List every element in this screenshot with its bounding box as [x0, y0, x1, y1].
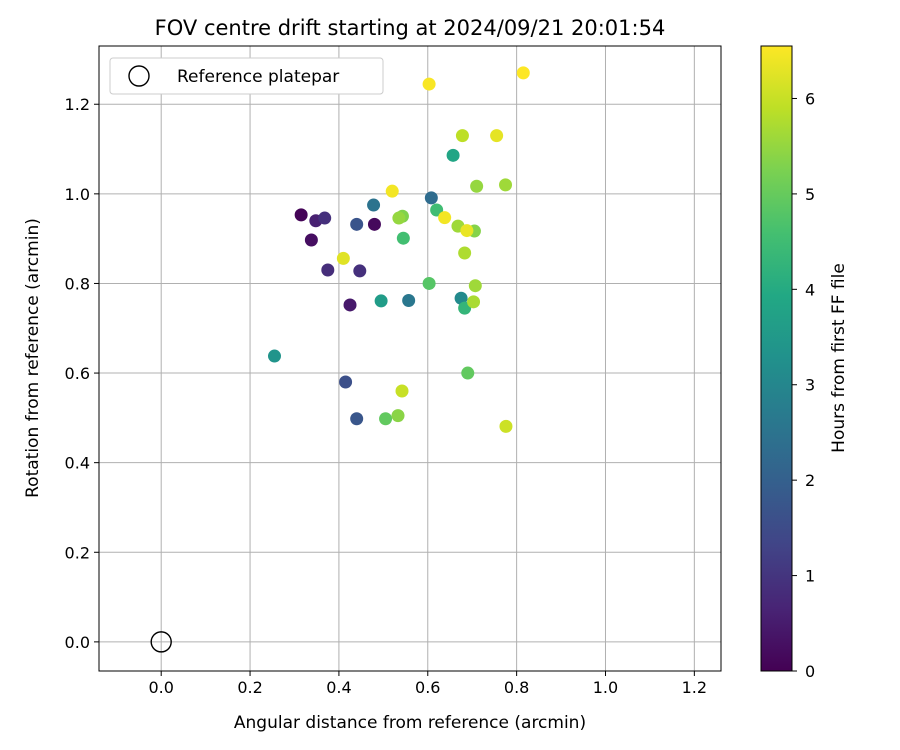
scatter-point — [458, 246, 472, 260]
x-axis-ticks: 0.0 0.2 0.4 0.6 0.8 1.0 1.2 — [148, 671, 707, 697]
scatter-point — [318, 211, 332, 225]
y-axis-label: Rotation from reference (arcmin) — [23, 218, 43, 498]
x-tick-label: 0.0 — [148, 678, 173, 697]
colorbar-tick-label: 5 — [805, 185, 815, 204]
colorbar-tick-label: 2 — [805, 471, 815, 490]
scatter-point — [461, 366, 475, 380]
legend-marker — [128, 65, 150, 87]
scatter-point — [392, 211, 406, 225]
colorbar-label: Hours from first FF file — [829, 263, 849, 453]
x-axis-label: Angular distance from reference (arcmin) — [234, 713, 586, 733]
scatter-point — [460, 224, 474, 238]
scatter-point — [339, 375, 353, 389]
scatter-point — [422, 77, 436, 91]
y-tick-label: 0.4 — [65, 454, 90, 473]
colorbar — [760, 45, 793, 672]
colorbar-tick-label: 6 — [805, 89, 815, 108]
scatter-point — [336, 251, 350, 265]
x-tick-label: 0.4 — [326, 678, 351, 697]
chart-title: FOV centre drift starting at 2024/09/21 … — [155, 16, 666, 40]
scatter-point — [446, 148, 460, 162]
plot-frame — [98, 45, 722, 672]
colorbar-tick-label: 0 — [805, 662, 815, 681]
scatter-point — [455, 129, 469, 143]
scatter-point — [353, 264, 367, 278]
scatter-point — [379, 412, 393, 426]
scatter-point — [374, 294, 388, 308]
y-axis-ticks: 0.0 0.2 0.4 0.6 0.8 1.0 1.2 — [65, 95, 99, 652]
scatter-point — [402, 293, 416, 307]
scatter-point — [490, 129, 504, 143]
scatter-point — [467, 295, 481, 309]
x-tick-label: 1.0 — [593, 678, 618, 697]
colorbar-tick-label: 3 — [805, 376, 815, 395]
x-tick-label: 1.2 — [682, 678, 707, 697]
scatter-point — [422, 276, 436, 290]
scatter-point — [396, 231, 410, 245]
legend-box — [109, 57, 384, 95]
x-tick-label: 0.2 — [237, 678, 262, 697]
y-tick-label: 0.6 — [65, 364, 90, 383]
scatter-point — [385, 184, 399, 198]
scatter-point — [391, 409, 405, 423]
reference-point-marker — [150, 631, 172, 653]
data-points — [267, 66, 530, 433]
grid-lines — [99, 46, 721, 671]
y-tick-label: 0.0 — [65, 633, 90, 652]
y-tick-label: 1.0 — [65, 185, 90, 204]
scatter-point — [395, 384, 409, 398]
scatter-point — [367, 198, 381, 212]
colorbar-tick-label: 1 — [805, 567, 815, 586]
scatter-point — [294, 208, 308, 222]
y-tick-label: 0.8 — [65, 274, 90, 293]
y-tick-label: 1.2 — [65, 95, 90, 114]
x-tick-label: 0.8 — [504, 678, 529, 697]
scatter-point — [350, 217, 364, 231]
scatter-point — [468, 279, 482, 293]
scatter-point — [424, 191, 438, 205]
scatter-point — [267, 349, 281, 363]
legend: Reference platepar — [109, 57, 384, 95]
scatter-point — [438, 211, 452, 225]
scatter-point — [350, 412, 364, 426]
scatter-point — [516, 66, 530, 80]
scatter-point — [304, 233, 318, 247]
x-tick-label: 0.6 — [415, 678, 440, 697]
scatter-point — [367, 217, 381, 231]
scatter-point — [321, 263, 335, 277]
y-tick-label: 0.2 — [65, 543, 90, 562]
colorbar-ticks: 0 1 2 3 4 5 6 — [792, 89, 815, 681]
colorbar-tick-label: 4 — [805, 280, 815, 299]
legend-label: Reference platepar — [177, 67, 339, 87]
scatter-point — [470, 179, 484, 193]
scatter-point — [454, 291, 468, 305]
scatter-point — [499, 178, 513, 192]
scatter-point — [343, 298, 357, 312]
scatter-point — [499, 419, 513, 433]
